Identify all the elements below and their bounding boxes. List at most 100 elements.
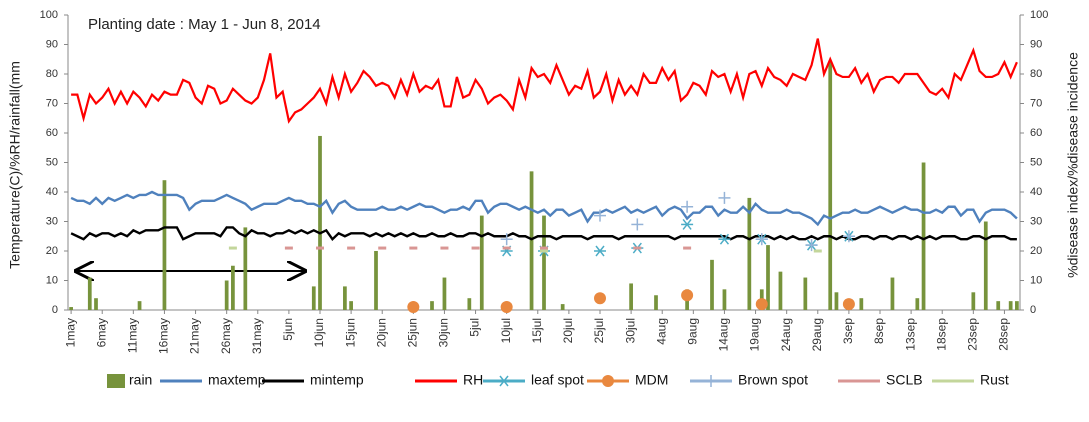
rain-bar: [971, 292, 976, 310]
x-tick-label: 10jun: [312, 318, 326, 347]
y-tick-label: 10: [46, 274, 58, 286]
disease-point: [594, 209, 606, 222]
rain-bar: [890, 277, 895, 310]
disease-point: [718, 233, 731, 245]
legend-label: rain: [129, 372, 152, 388]
x-tick-label: 1may: [63, 318, 77, 347]
y2-tick-label: 0: [1030, 304, 1036, 316]
disease-point: [631, 218, 644, 231]
marker-dot: [500, 301, 513, 314]
marker-dot: [602, 375, 614, 387]
legend-label: RH: [463, 372, 483, 388]
y2-tick-label: 70: [1030, 97, 1042, 109]
disease-point: [805, 239, 818, 252]
rain-bar: [803, 277, 808, 310]
y2-tick-label: 80: [1030, 68, 1042, 80]
rain-bar: [629, 283, 633, 310]
x-tick-label: 18sep: [934, 318, 948, 351]
disease-point: [594, 245, 606, 257]
disease-point: [500, 301, 513, 314]
rain-bar: [137, 301, 142, 310]
x-tick-label: 15jun: [343, 318, 357, 347]
x-tick-label: 13sep: [903, 318, 917, 351]
legend-label: maxtemp: [208, 372, 266, 388]
y-tick-label: 50: [46, 156, 58, 168]
rain-bar: [1008, 301, 1013, 310]
chart-title: Planting date : May 1 - Jun 8, 2014: [88, 16, 321, 33]
rain-bar: [859, 298, 864, 310]
rain-bar: [343, 286, 347, 310]
rain-bar: [542, 215, 546, 310]
legend-item: maxtemp: [160, 372, 266, 388]
legend-label: mintemp: [310, 372, 364, 388]
rain-bar: [983, 221, 988, 310]
legend-item: Rust: [932, 372, 1009, 388]
plot-area: 0 10 20 30 40 50 60 70 80 90 100 0 10 20 30 40 50 60 70 80 9…: [40, 9, 1049, 354]
x-tick-label: 3sep: [841, 318, 855, 344]
marker-dot: [407, 301, 420, 314]
y-tick-label: 90: [46, 38, 58, 50]
rain-bar: [710, 259, 714, 310]
disease-point: [755, 233, 768, 246]
legend-item: MDM: [587, 372, 668, 388]
disease-point: [842, 230, 855, 243]
x-tick-label: 4aug: [654, 318, 668, 345]
legend-label: SCLB: [886, 372, 923, 388]
x-tick-label: 10jul: [499, 318, 513, 343]
y-tick-label: 30: [46, 215, 58, 227]
marker-dot: [842, 298, 855, 311]
legend-label: Rust: [980, 372, 1009, 388]
x-tick-label: 21may: [188, 318, 202, 354]
marker-stroke: [499, 375, 509, 387]
rain-bar: [374, 251, 378, 310]
disease-point: [407, 301, 420, 314]
legend-swatch: [107, 374, 125, 388]
x-tick-label: 11may: [126, 318, 140, 353]
y-tick-label: 70: [46, 97, 58, 109]
legend-marker: [498, 375, 510, 387]
x-tick-label: 14aug: [717, 318, 731, 351]
rain-bar: [349, 301, 353, 310]
y2-axis-label: %disease index/%disease incidence: [1065, 52, 1081, 278]
rain-bar: [318, 135, 322, 310]
marker-stroke: [682, 218, 692, 230]
y-axis-label: Temperature(C)/%RH/rainfall(mm: [7, 61, 23, 269]
disease-point: [755, 298, 768, 311]
rain-bar: [722, 289, 727, 310]
y-tick-label: 80: [46, 68, 58, 80]
x-tick-label: 24aug: [779, 318, 793, 351]
disease-point: [681, 289, 694, 302]
rain-bar: [94, 298, 98, 310]
y-tick-label: 0: [52, 304, 58, 316]
legend-item: Brown spot: [690, 372, 808, 388]
rain-bar: [311, 286, 316, 310]
x-tick-label: 6may: [94, 318, 108, 347]
disease-point: [500, 233, 513, 246]
x-tick-label: 25jun: [406, 318, 420, 347]
legend-item: leaf spot: [483, 372, 584, 388]
legend-item: SCLB: [838, 372, 923, 388]
x-tick-label: 5jun: [281, 318, 295, 341]
rain-bar: [231, 265, 235, 310]
rain-bar: [747, 197, 752, 310]
legend-item: mintemp: [262, 372, 364, 388]
rain-bar: [224, 280, 229, 310]
y2-tick-label: 10: [1030, 274, 1042, 286]
x-tick-label: 25jul: [592, 318, 606, 343]
y-tick-label: 40: [46, 186, 58, 198]
marker-stroke: [719, 233, 730, 245]
rain-bar: [766, 245, 770, 310]
legend-label: MDM: [635, 372, 668, 388]
series-line: [71, 38, 1018, 124]
y-tick-label: 20: [46, 245, 58, 257]
marker-dot: [755, 298, 768, 311]
legend: rain maxtemp mintemp RH leaf spot MDM Brown sp…: [107, 372, 1009, 388]
rain-bar: [560, 304, 565, 310]
rain-bar: [69, 307, 73, 310]
rain-bar: [479, 215, 484, 310]
y2-tick-label: 90: [1030, 38, 1042, 50]
x-tick-label: 29aug: [810, 318, 824, 351]
x-tick-label: 31may: [250, 318, 264, 354]
disease-point: [681, 218, 694, 230]
